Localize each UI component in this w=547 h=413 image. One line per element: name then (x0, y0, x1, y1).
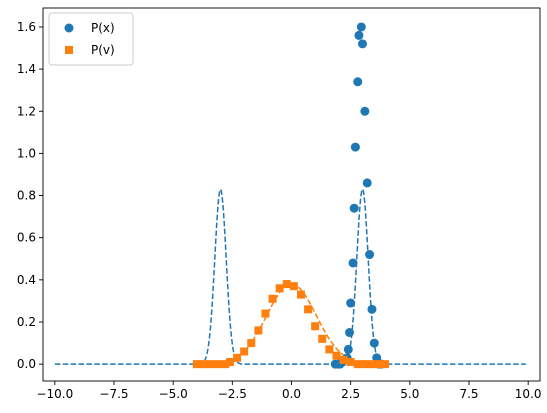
x-tick-label-5: 2.5 (341, 387, 360, 401)
y-tick-label-6: 1.2 (17, 104, 36, 118)
point-pv-10 (261, 309, 270, 318)
point-pv-24 (360, 360, 369, 369)
point-pv-2 (207, 360, 216, 369)
x-tick-label-2: −5.0 (159, 387, 188, 401)
legend-label-pv: P(v) (91, 43, 115, 57)
point-pv-22 (346, 358, 355, 367)
point-pv-9 (254, 326, 263, 335)
plot-area (54, 22, 526, 369)
point-px-8 (346, 298, 356, 308)
x-tick-label-3: −2.5 (218, 387, 247, 401)
point-pv-19 (325, 345, 334, 354)
point-pv-7 (240, 347, 249, 356)
legend-marker-px (64, 23, 74, 33)
x-tick-label-1: −7.5 (99, 387, 128, 401)
point-pv-16 (304, 305, 313, 314)
series-line-0 (54, 187, 526, 365)
point-px-11 (350, 142, 360, 152)
point-pv-6 (233, 353, 242, 362)
y-tick-label-0: 0.0 (17, 357, 36, 371)
point-px-9 (348, 258, 358, 268)
point-pv-17 (311, 322, 320, 331)
point-pv-20 (332, 351, 341, 360)
point-px-17 (362, 178, 372, 188)
point-px-15 (358, 39, 367, 49)
point-pv-0 (192, 360, 201, 369)
point-pv-15 (296, 290, 305, 299)
x-tick-label-0: −10.0 (36, 387, 73, 401)
point-pv-3 (214, 360, 223, 369)
point-pv-27 (380, 360, 389, 369)
point-px-14 (356, 22, 366, 32)
point-pv-1 (199, 360, 208, 369)
point-px-6 (343, 344, 353, 354)
x-tick-label-6: 5.0 (400, 387, 419, 401)
point-pv-8 (247, 339, 256, 348)
point-pv-14 (289, 282, 298, 291)
point-pv-18 (318, 334, 327, 343)
point-px-7 (344, 328, 354, 338)
point-pv-12 (275, 284, 284, 293)
point-pv-21 (339, 355, 348, 364)
y-tick-label-2: 0.4 (17, 273, 36, 287)
y-tick-label-3: 0.6 (17, 231, 36, 245)
y-tick-label-1: 0.2 (17, 315, 36, 329)
point-pv-26 (375, 360, 384, 369)
legend: P(x) P(v) (48, 12, 134, 66)
x-tick-label-7: 7.5 (459, 387, 478, 401)
point-pv-25 (367, 360, 376, 369)
point-px-13 (354, 30, 364, 40)
point-pv-23 (353, 360, 362, 369)
point-pv-5 (225, 358, 234, 367)
y-tick-label-8: 1.6 (17, 20, 36, 34)
axes: −10.0 −7.5 −5.0 −2.5 0.0 2.5 5.0 7.5 10.0 0.0 0.2 0… (17, 7, 542, 401)
x-tick-label-4: 0.0 (282, 387, 301, 401)
point-px-18 (365, 250, 375, 260)
point-px-10 (349, 203, 359, 213)
point-pv-13 (282, 280, 291, 289)
y-tick-label-4: 0.8 (17, 189, 36, 203)
point-px-12 (353, 77, 363, 87)
y-tick-label-5: 1.0 (17, 146, 36, 160)
point-pv-11 (268, 294, 277, 303)
point-pv-4 (221, 360, 230, 369)
legend-label-px: P(x) (91, 21, 115, 35)
point-px-19 (367, 304, 377, 314)
data-group (54, 22, 526, 369)
y-tick-label-7: 1.4 (17, 62, 36, 76)
legend-marker-pv (65, 46, 73, 54)
x-tick-label-8: 10.0 (515, 387, 542, 401)
point-px-20 (369, 338, 379, 348)
point-px-16 (360, 106, 370, 116)
